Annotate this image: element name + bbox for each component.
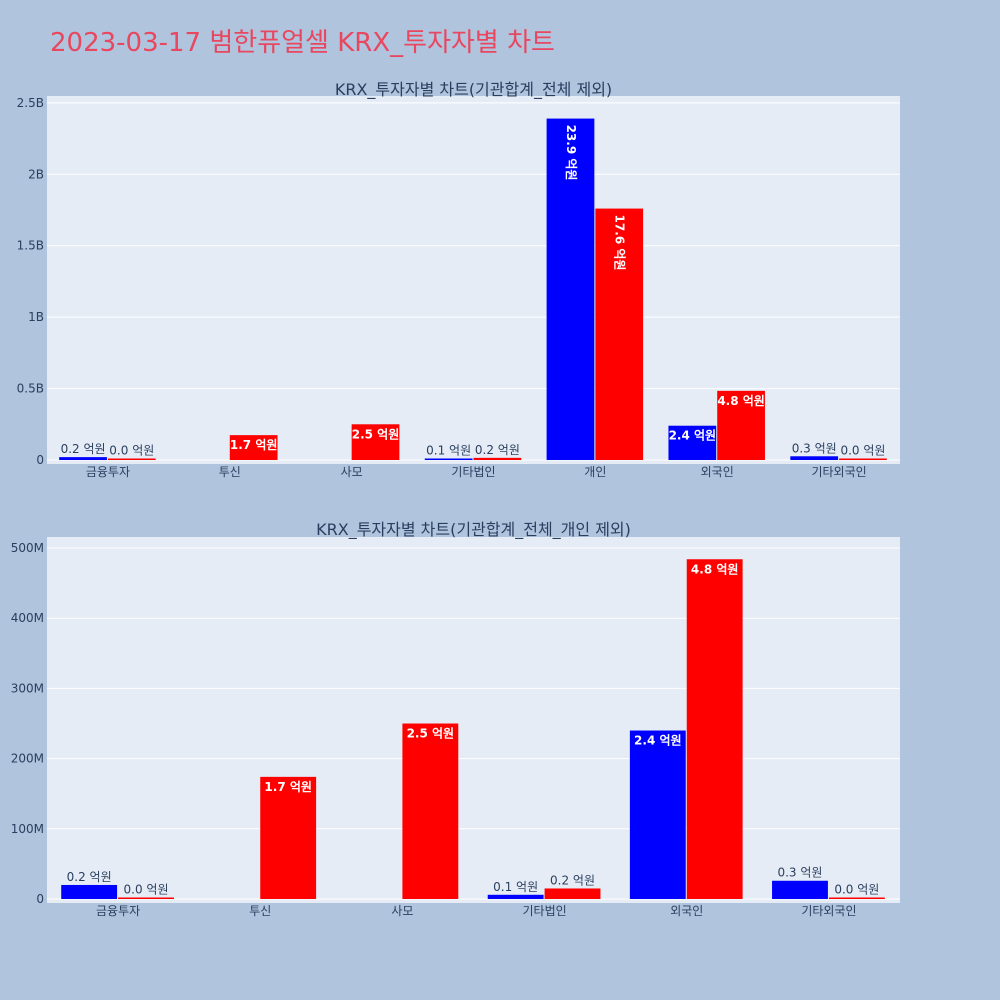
plot-area: [47, 96, 900, 464]
bar: [59, 457, 107, 460]
data-label: 4.8 억원: [717, 394, 765, 408]
y-tick-label: 500M: [11, 541, 44, 555]
bar: [668, 425, 717, 460]
data-label: 0.2 억원: [67, 870, 112, 884]
data-label: 0.1 억원: [426, 444, 471, 458]
data-label: 1.7 억원: [230, 438, 278, 452]
bar: [828, 897, 885, 899]
bar: [260, 776, 317, 899]
bar: [717, 390, 765, 460]
chart-1: KRX_투자자별 차트(기관합계_전체 제외) 0 0.5B 1B 1.5B 2B 2.5B…: [17, 80, 900, 479]
bar: [61, 884, 118, 899]
y-tick-label: 200M: [11, 752, 44, 766]
x-tick-label: 기타법인: [451, 465, 495, 479]
bar: [473, 457, 522, 460]
data-label: 2.4 억원: [634, 734, 682, 748]
data-label: 0.0 억원: [124, 883, 169, 897]
data-label: 1.7 억원: [264, 780, 312, 794]
x-tick-label: 외국인: [701, 465, 734, 479]
y-tick-label: 2B: [28, 167, 44, 181]
plot-area: [47, 537, 900, 903]
x-tick-label: 금융투자: [86, 465, 130, 479]
y-tick-label: 0: [36, 453, 44, 467]
data-label: 0.0 억원: [109, 444, 154, 458]
x-tick-label: 외국인: [670, 904, 703, 918]
data-label: 2.5 억원: [407, 727, 455, 741]
y-tick-label: 1.5B: [17, 239, 44, 253]
data-label: 0.3 억원: [792, 441, 837, 455]
x-tick-label: 기타법인: [522, 904, 566, 918]
data-label: 23.9 억원: [564, 125, 578, 181]
bar: [351, 424, 400, 460]
bar: [487, 894, 544, 899]
data-label: 0.0 억원: [834, 883, 879, 897]
bar: [839, 458, 887, 460]
bar: [546, 118, 595, 461]
data-label: 0.3 억원: [777, 866, 822, 880]
x-tick-label: 금융투자: [96, 904, 140, 918]
data-label: 0.1 억원: [493, 880, 538, 894]
bar: [629, 730, 686, 899]
x-tick-label: 사모: [341, 465, 363, 479]
x-tick-label: 투신: [219, 465, 241, 479]
bar: [229, 435, 278, 460]
bar: [790, 456, 839, 460]
page-title: 2023-03-17 범한퓨얼셀 KRX_투자자별 차트: [50, 28, 555, 58]
data-label: 17.6 억원: [613, 215, 627, 271]
bar: [544, 888, 601, 899]
bar: [424, 458, 473, 460]
y-tick-label: 0.5B: [17, 382, 44, 396]
bar: [402, 723, 459, 899]
chart-title: KRX_투자자별 차트(기관합계_전체 제외): [335, 80, 612, 100]
x-tick-label: 사모: [391, 904, 413, 918]
bar: [772, 880, 828, 899]
y-tick-label: 0: [36, 892, 44, 906]
y-tick-label: 300M: [11, 681, 44, 695]
y-tick-label: 2.5B: [17, 96, 44, 110]
chart-2: KRX_투자자별 차트(기관합계_전체_개인 제외) 0 100M 200M 300M 4…: [11, 520, 900, 918]
data-label: 2.5 억원: [352, 427, 400, 441]
data-label: 0.2 억원: [475, 443, 520, 457]
chart-title: KRX_투자자별 차트(기관합계_전체_개인 제외): [316, 520, 631, 540]
x-tick-label: 개인: [584, 465, 606, 479]
data-label: 4.8 억원: [691, 562, 739, 576]
y-tick-label: 1B: [28, 310, 44, 324]
bar: [118, 897, 174, 899]
y-tick-label: 100M: [11, 822, 44, 836]
bar: [686, 559, 743, 899]
data-label: 0.0 억원: [840, 444, 885, 458]
x-tick-label: 기타외국인: [811, 465, 866, 479]
data-label: 2.4 억원: [669, 429, 717, 443]
y-tick-label: 400M: [11, 611, 44, 625]
x-tick-label: 기타외국인: [801, 904, 856, 918]
bar: [107, 458, 156, 460]
x-tick-label: 투신: [249, 904, 271, 918]
data-label: 0.2 억원: [550, 873, 595, 887]
data-label: 0.2 억원: [61, 442, 106, 456]
bar: [595, 208, 644, 460]
